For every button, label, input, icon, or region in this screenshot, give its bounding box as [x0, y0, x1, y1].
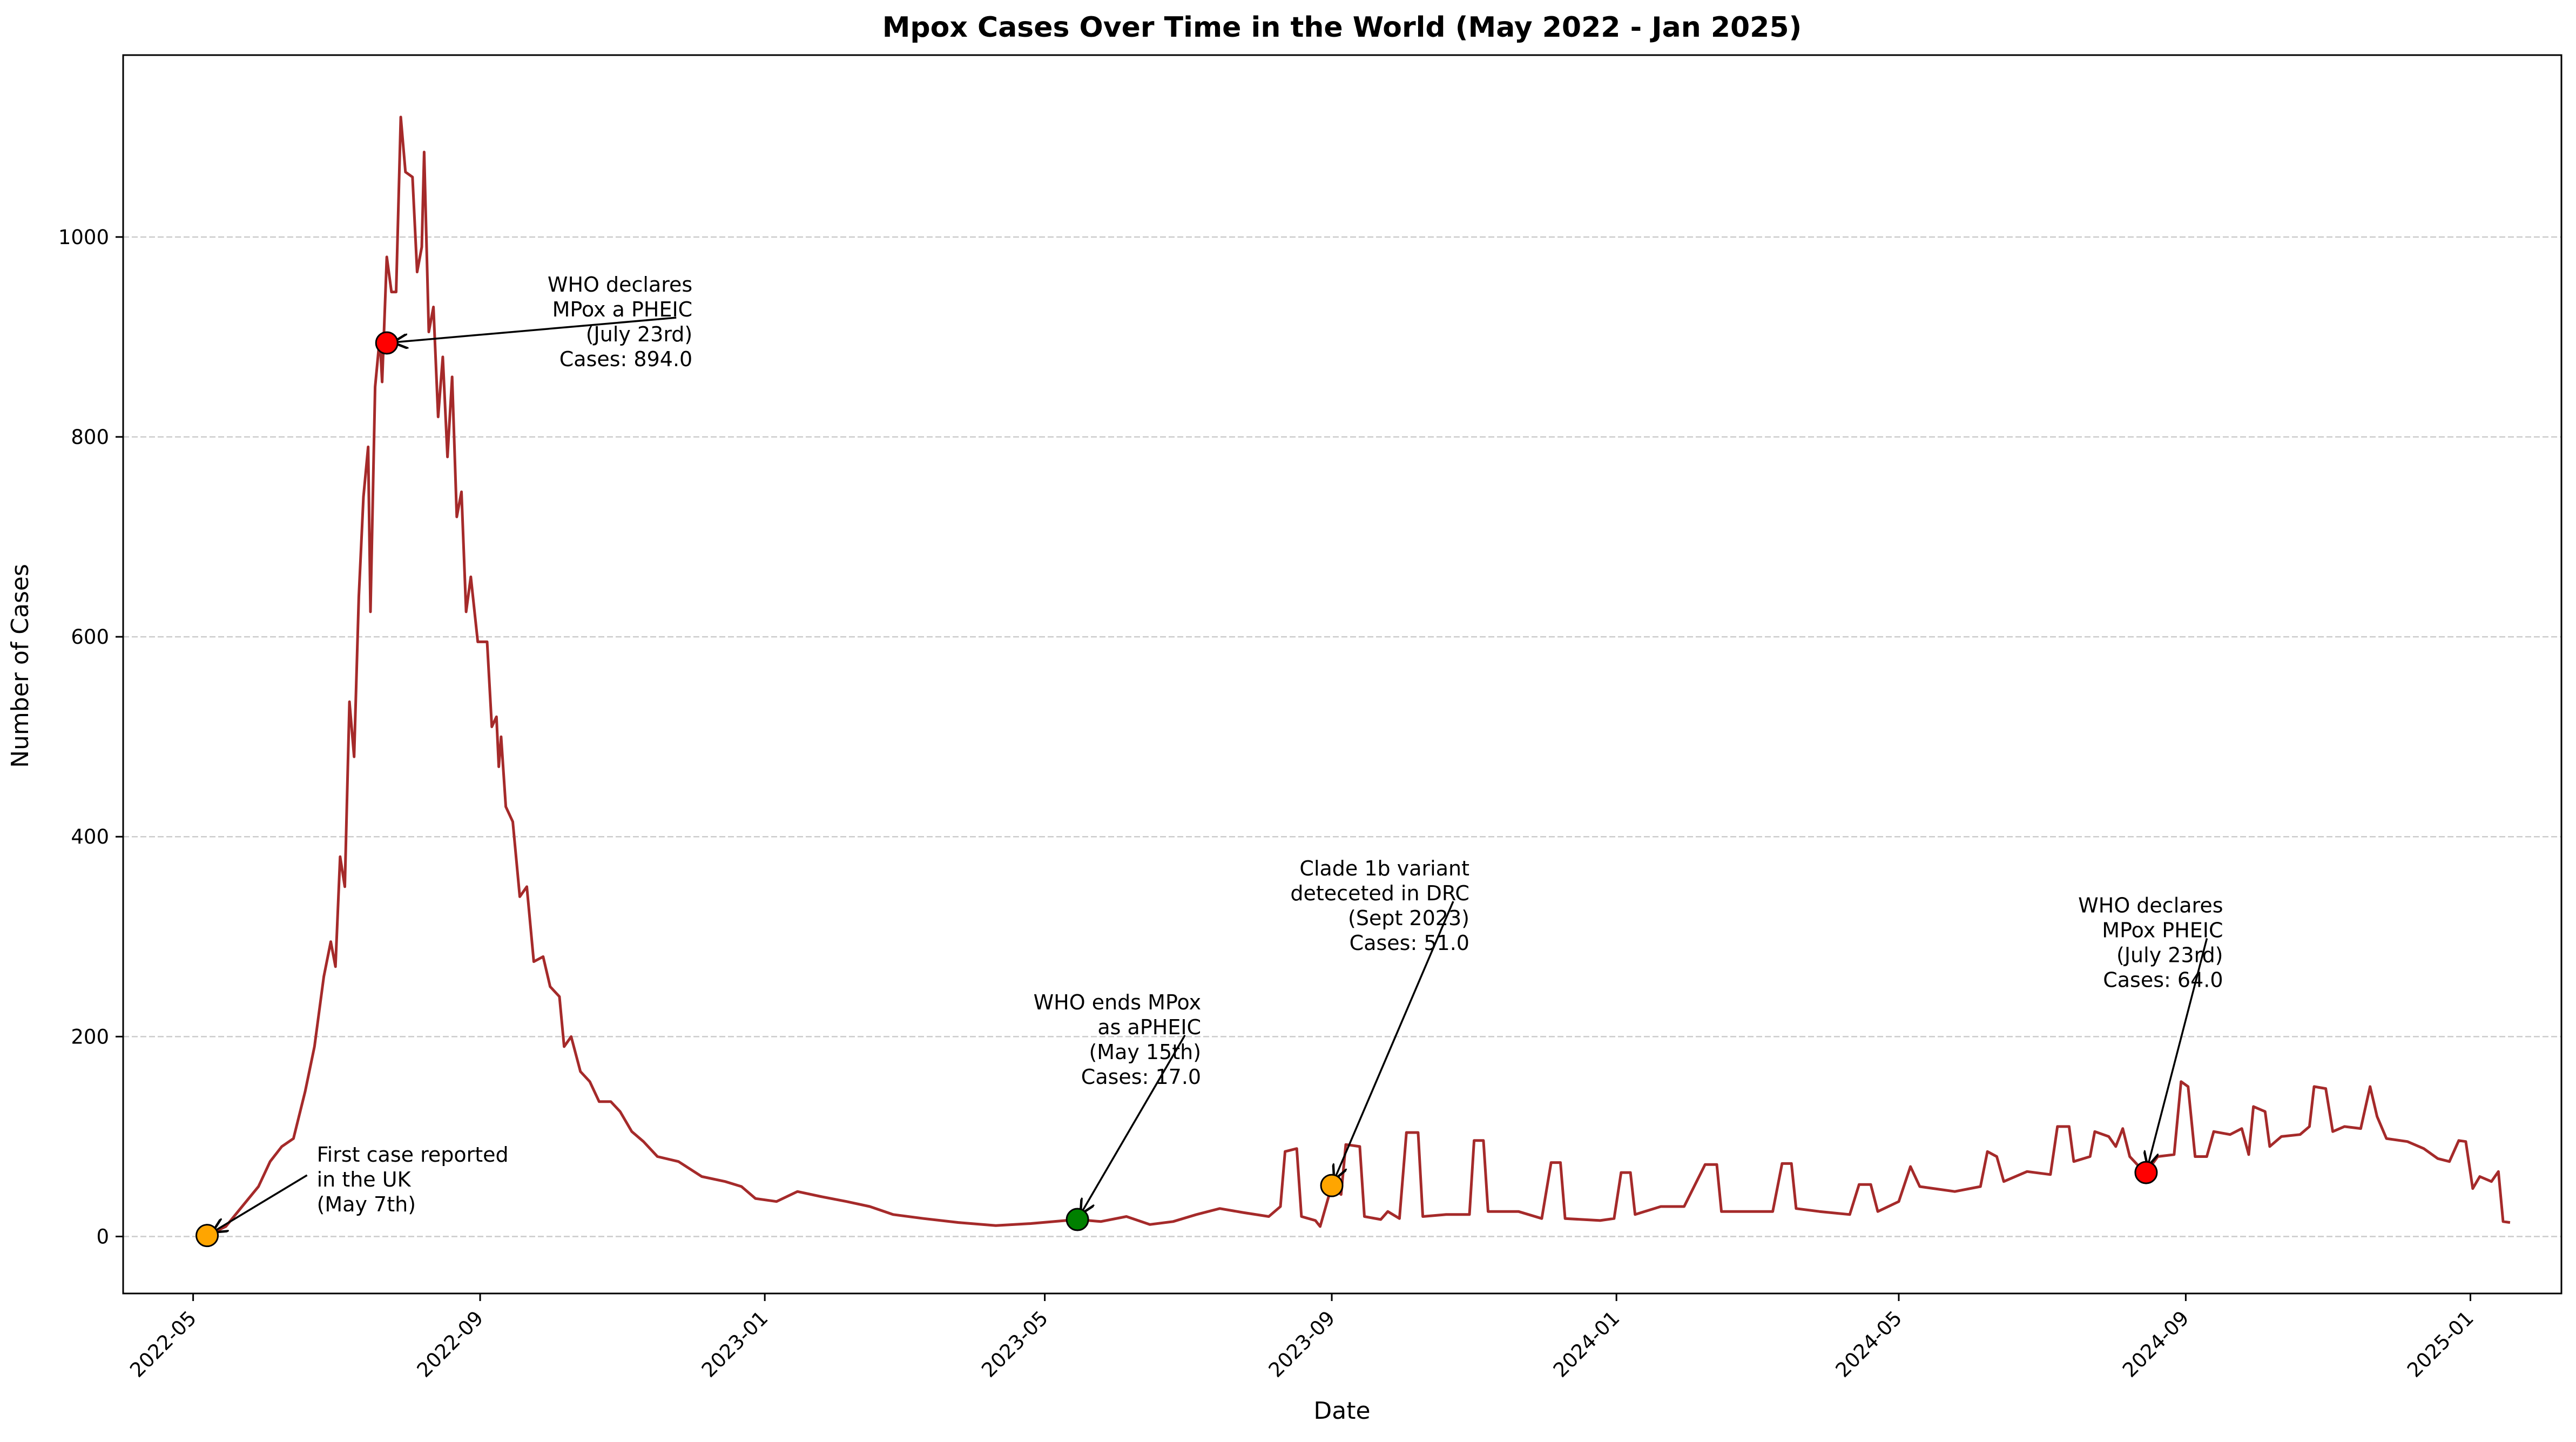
y-tick-label: 800	[71, 426, 109, 449]
event-marker	[1066, 1208, 1089, 1231]
annotation-text-line: (May 15th)	[1089, 1040, 1201, 1064]
annotation-arrow	[394, 316, 677, 342]
annotation-text-line: (May 7th)	[317, 1192, 416, 1216]
annotation-text-line: MPox PHEIC	[2102, 918, 2223, 942]
y-tick-label: 1000	[58, 226, 109, 249]
event-marker	[195, 1224, 219, 1248]
y-gridlines	[123, 236, 2561, 1237]
annotation-arrow	[1335, 901, 1454, 1178]
annotation-text-line: WHO ends MPox	[1034, 990, 1202, 1014]
annotation-text-line: Clade 1b variant	[1299, 857, 1469, 880]
annotation-arrow	[2148, 938, 2208, 1165]
y-tick-label: 200	[71, 1025, 109, 1048]
annotation-arrow	[214, 1174, 308, 1231]
annotation-text-line: WHO declares	[548, 273, 692, 297]
event-marker	[1320, 1174, 1344, 1197]
annotation-text-line: in the UK	[317, 1168, 412, 1191]
y-tick-label: 400	[71, 825, 109, 848]
plot-frame	[122, 54, 2562, 1295]
annotation-text-line: as aPHEIC	[1097, 1015, 1201, 1039]
event-marker	[375, 331, 399, 355]
y-axis-label: Number of Cases	[6, 564, 34, 768]
annotation-text-line: MPox a PHEIC	[552, 298, 693, 321]
annotation-arrow	[1081, 1035, 1186, 1213]
chart-title: Mpox Cases Over Time in the World (May 2…	[882, 11, 1802, 44]
y-tick-label: 0	[96, 1225, 109, 1249]
annotation-text-line: Cases: 894.0	[559, 347, 692, 371]
annotation-text-line: First case reported	[317, 1143, 509, 1167]
annotation-text-line: (July 23rd)	[586, 322, 693, 346]
annotation-text-line: deteceted in DRC	[1290, 881, 1469, 905]
y-tick-label: 600	[71, 625, 109, 649]
event-marker	[2134, 1161, 2158, 1184]
x-axis-label: Date	[1313, 1397, 1370, 1425]
annotation-text-line: Cases: 51.0	[1350, 931, 1469, 955]
annotation-text-line: (Sept 2023)	[1348, 906, 1469, 930]
annotation-text-line: WHO declares	[2078, 893, 2223, 917]
annotation-text-line: Cases: 64.0	[2103, 968, 2223, 992]
annotation-text-line: Cases: 17.0	[1081, 1065, 1201, 1089]
annotation-text-line: (July 23rd)	[2116, 943, 2223, 967]
